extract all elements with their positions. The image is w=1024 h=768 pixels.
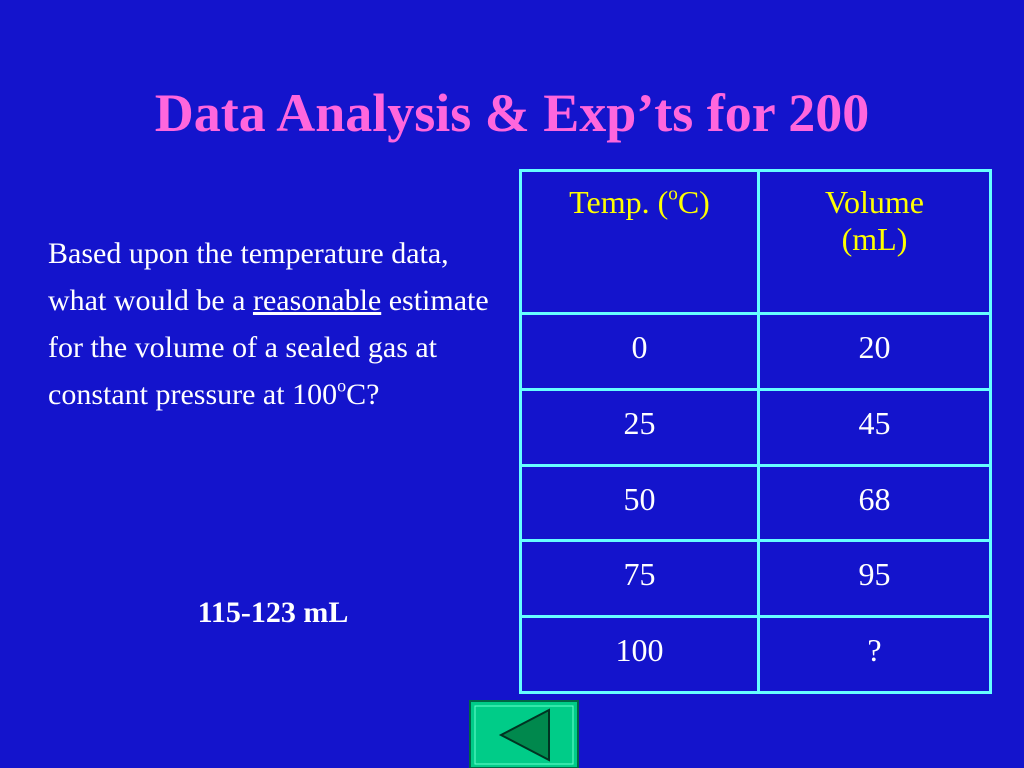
header-cell: Temp. (oC)	[519, 168, 760, 316]
header-text: C)	[677, 184, 710, 220]
data-row: 0 20	[519, 312, 992, 391]
data-cell: 95	[757, 539, 992, 619]
data-row: 100?	[519, 615, 992, 694]
answer-text: 115-123 mL	[197, 596, 349, 629]
question-part: Based upon the temperature data, what wo…	[48, 237, 449, 317]
button-bevel	[474, 705, 574, 765]
back-arrow	[498, 708, 550, 762]
data-cell: 50	[519, 463, 760, 543]
data-cell: 68	[757, 463, 992, 543]
degree-superscript: o	[337, 375, 347, 396]
back-button[interactable]	[469, 700, 579, 768]
data-cell: 20	[757, 312, 992, 391]
header-row: Temp. (oC) Volume (mL)	[519, 168, 992, 316]
data-row: 25 45	[519, 387, 992, 467]
header-text: Volume (mL)	[825, 184, 924, 257]
data-cell: 0	[519, 312, 760, 391]
data-cell: 25	[519, 387, 760, 467]
data-cell: 100	[519, 615, 760, 694]
header-cell: Volume (mL)	[757, 168, 992, 316]
data-cell: ?	[757, 615, 992, 694]
data-cell: 45	[757, 387, 992, 467]
slide-title: Data Analysis & Exp’ts for 200	[154, 83, 870, 143]
degree-superscript: o	[668, 183, 678, 205]
header-text: Temp. (	[569, 184, 669, 220]
question-emphasis: reasonable	[252, 284, 382, 317]
data-row: 75 95	[519, 539, 992, 619]
question-part: estimate for the volume of a sealed gas …	[48, 284, 489, 411]
data-row: 50 68	[519, 463, 992, 543]
data-cell: 75	[519, 539, 760, 619]
question-part: C?	[346, 378, 380, 411]
data-table: Temp. (oC) Volume (mL) 0 20 25 45 50 68 75 95 10…	[519, 168, 992, 694]
question-text: Based upon the temperature data, what wo…	[48, 230, 508, 418]
